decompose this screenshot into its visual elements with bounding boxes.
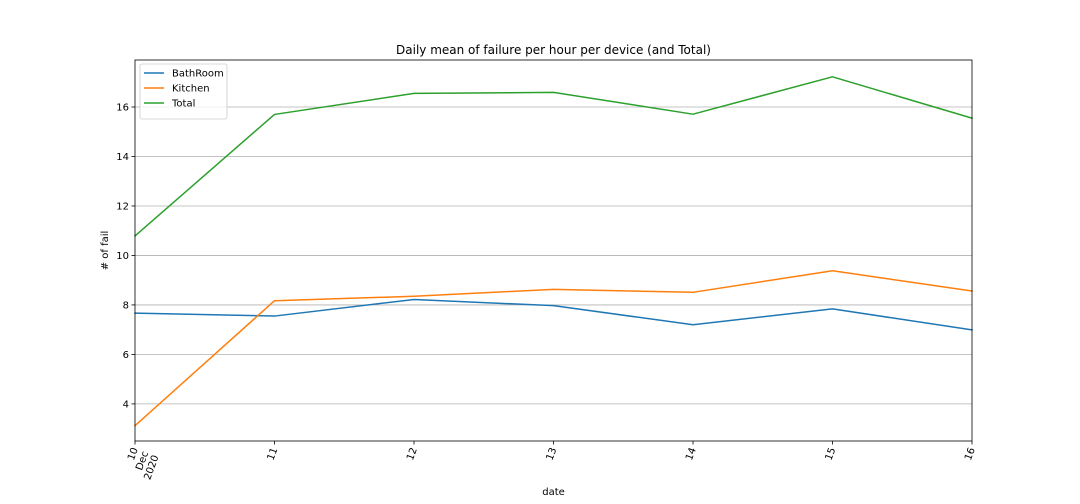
x-tick-label: 15 xyxy=(824,446,839,462)
series-line-total xyxy=(133,76,973,237)
y-tick-label: 10 xyxy=(116,251,129,262)
x-tick-label: 14 xyxy=(684,446,699,462)
chart-title: Daily mean of failure per hour per devic… xyxy=(396,43,711,57)
y-tick-label: 14 xyxy=(116,152,129,163)
legend-label-kitchen: Kitchen xyxy=(172,84,210,95)
x-tick-label: 16 xyxy=(963,446,978,462)
x-tick-label: 11 xyxy=(266,446,281,462)
y-tick-label: 4 xyxy=(123,399,129,410)
y-tick-label: 6 xyxy=(123,350,129,361)
legend: BathRoom Kitchen Total xyxy=(139,63,228,120)
y-tick-label: 16 xyxy=(116,103,129,114)
y-tick-label: 8 xyxy=(123,300,129,311)
series-line-bathroom xyxy=(134,298,973,331)
legend-label-bathroom: BathRoom xyxy=(172,69,224,80)
series-line-kitchen xyxy=(133,270,973,427)
x-axis-label: date xyxy=(542,487,565,498)
x-tick-label: 12 xyxy=(405,446,420,462)
y-tick-label: 12 xyxy=(116,201,129,212)
y-axis-label: # of fail xyxy=(100,231,111,271)
legend-label-total: Total xyxy=(171,99,195,110)
series-lines xyxy=(133,76,973,427)
x-tick-label: 13 xyxy=(545,446,560,462)
legend-box xyxy=(139,63,228,120)
